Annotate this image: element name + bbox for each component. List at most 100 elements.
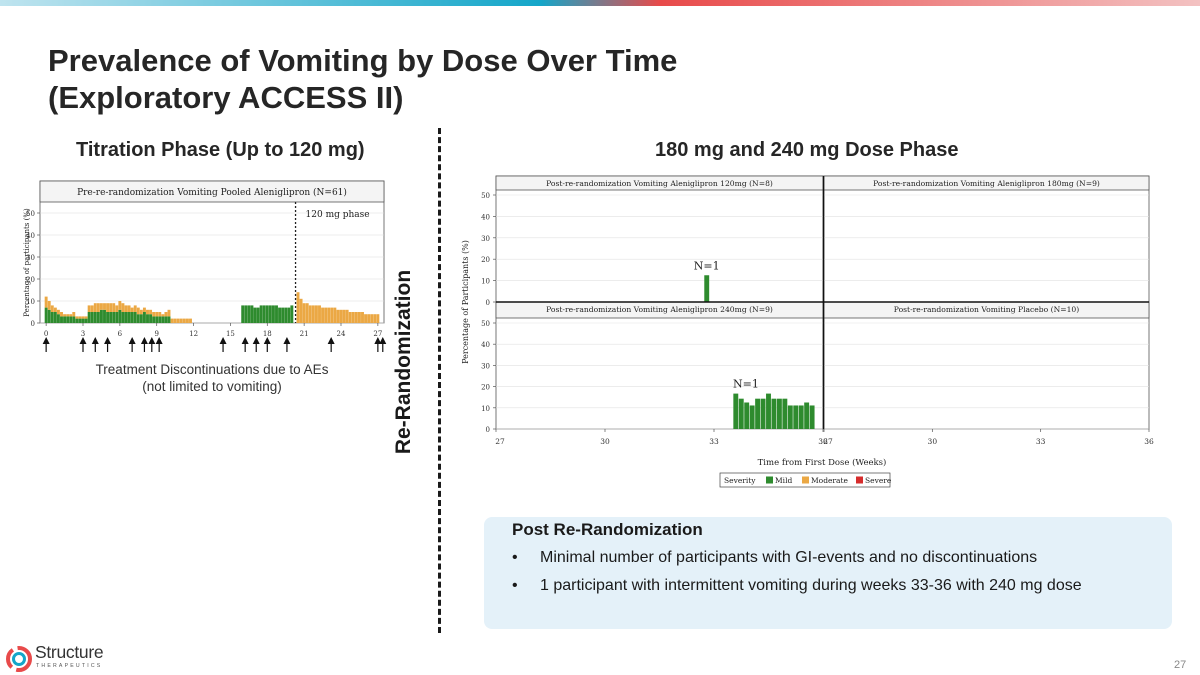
x-tick-label: 27 <box>373 330 382 338</box>
bar-mild <box>66 316 70 323</box>
arrow-up-icon <box>42 337 50 344</box>
bar-moderate <box>146 309 149 315</box>
bar-moderate <box>84 316 88 319</box>
y-tick-label: 40 <box>481 341 490 349</box>
y-tick-label: 0 <box>31 320 35 328</box>
bar-moderate <box>155 312 159 317</box>
bar-mild <box>124 312 128 323</box>
arrow-up-icon <box>140 337 148 344</box>
bar-mild <box>44 307 48 323</box>
bar-mild <box>155 316 159 323</box>
bar-moderate <box>299 298 303 323</box>
bar-mild <box>81 318 85 323</box>
bar-mild <box>259 305 263 323</box>
bar-moderate <box>66 314 70 317</box>
bar-moderate <box>93 303 97 312</box>
bar-moderate <box>348 312 352 323</box>
n-annotation: N=1 <box>733 378 759 391</box>
arrow-up-icon <box>219 337 227 344</box>
logo-name: Structure <box>35 642 104 662</box>
post-box-bullet-text: Minimal number of participants with GI-e… <box>540 549 1038 566</box>
x-tick-label: 36 <box>1144 437 1154 446</box>
bar-moderate <box>127 305 131 312</box>
y-tick-label: 50 <box>481 192 490 200</box>
x-tick-label: 24 <box>337 330 346 338</box>
bar-mild <box>164 316 168 323</box>
panel-title: Post-re-randomization Vomiting Aleniglip… <box>546 179 773 188</box>
bar-moderate <box>176 318 180 323</box>
bar-mild <box>63 316 67 323</box>
top-accent-bar <box>0 0 1200 6</box>
bar-mild <box>161 316 165 323</box>
bar-mild <box>776 398 782 429</box>
bar-moderate <box>164 312 168 317</box>
bar-moderate <box>124 305 128 312</box>
bar-mild <box>281 307 285 323</box>
bar-mild <box>262 305 266 323</box>
dose-phase-section-title: 180 mg and 240 mg Dose Phase <box>655 139 959 161</box>
arrow-up-icon <box>327 337 335 344</box>
bar-moderate <box>170 318 174 323</box>
bar-mild <box>771 398 777 429</box>
bar-moderate <box>311 305 315 323</box>
bar-mild <box>139 314 143 323</box>
bar-mild <box>136 314 140 323</box>
post-randomization-box: Post Re-Randomization • Minimal number o… <box>484 517 1172 629</box>
x-tick-label: 21 <box>300 330 309 338</box>
bar-mild <box>256 307 260 323</box>
bar-mild <box>112 312 116 323</box>
bar-mild <box>271 305 275 323</box>
x-tick-label: 9 <box>154 330 158 338</box>
bar-moderate <box>118 301 122 310</box>
bar-moderate <box>318 305 321 323</box>
bar-moderate <box>47 301 51 310</box>
bar-moderate <box>99 303 103 310</box>
bar-mild <box>103 309 106 323</box>
bar-moderate <box>182 318 186 323</box>
discontinuation-line1: Treatment Discontinuations due to AEs <box>95 362 329 377</box>
bar-moderate <box>308 305 312 323</box>
bullet-dot-icon: • <box>512 577 518 594</box>
bar-mild <box>809 405 815 429</box>
bar-mild <box>60 316 63 323</box>
bar-mild <box>142 312 146 323</box>
bar-mild <box>268 305 272 323</box>
bar-moderate <box>185 318 189 323</box>
legend-title: Severity <box>724 476 756 485</box>
bar-moderate <box>179 318 183 323</box>
titration-section-title: Titration Phase (Up to 120 mg) <box>76 139 365 161</box>
n-annotation: N=1 <box>694 259 720 272</box>
y-tick-label: 0 <box>486 299 490 307</box>
bar-mild <box>133 312 137 323</box>
bar-mild <box>787 405 793 429</box>
bar-mild <box>244 305 248 323</box>
bar-moderate <box>87 305 91 312</box>
bar-moderate <box>139 309 143 315</box>
bar-mild <box>47 309 51 323</box>
bar-mild <box>290 305 294 323</box>
bar-mild <box>704 275 710 302</box>
legend-item-label: Severe <box>865 476 892 485</box>
x-tick-label: 33 <box>709 437 719 446</box>
bar-moderate <box>63 314 67 317</box>
bar-mild <box>793 405 799 429</box>
bar-mild <box>738 398 744 429</box>
bar-mild <box>53 312 57 323</box>
panel-title: Post-re-randomization Vomiting Aleniglip… <box>546 305 773 314</box>
bar-moderate <box>339 309 343 323</box>
bar-moderate <box>142 307 146 312</box>
bar-moderate <box>152 312 156 317</box>
bar-mild <box>167 316 171 323</box>
bar-moderate <box>96 303 100 312</box>
bar-mild <box>99 309 103 323</box>
y-tick-label: 50 <box>26 210 35 218</box>
bar-mild <box>760 398 766 429</box>
bar-mild <box>804 402 810 429</box>
arrow-up-icon <box>379 337 387 344</box>
bar-moderate <box>106 303 110 312</box>
y-tick-label: 20 <box>26 276 35 284</box>
bar-mild <box>744 402 750 429</box>
bar-moderate <box>158 312 162 317</box>
legend-swatch-severe <box>856 476 863 484</box>
x-tick-label: 12 <box>189 330 198 338</box>
